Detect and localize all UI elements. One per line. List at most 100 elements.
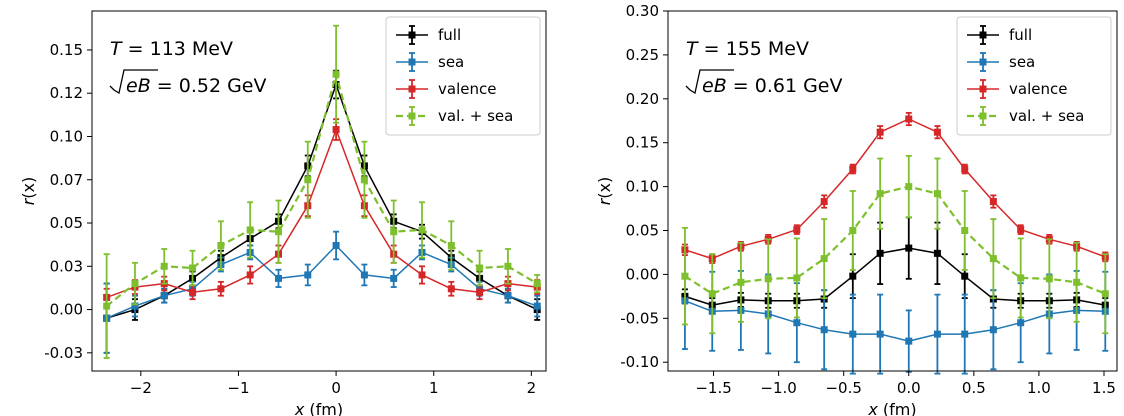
chart1-field-annotation: eB = 0.52 GeV — [126, 75, 267, 97]
chart2-legend-swatch-marker — [979, 112, 987, 120]
chart1-field-value: = 0.52 GeV — [151, 75, 267, 97]
chart1-data-point — [246, 271, 254, 279]
chart2-x-tick-label: −1.5 — [695, 379, 731, 397]
chart2-data-point — [820, 255, 828, 263]
chart1-data-point — [274, 274, 282, 282]
chart1-series-4 — [103, 24, 541, 359]
chart2-data-point — [933, 330, 941, 338]
chart1-data-point — [131, 302, 139, 310]
chart1-legend-label: full — [438, 26, 461, 44]
chart1-field-var: eB — [126, 75, 151, 97]
chart1-x-tick-label: 1 — [429, 379, 439, 397]
chart1-x-tick-label: 2 — [527, 379, 537, 397]
chart2-legend-box — [956, 16, 1112, 136]
chart2-data-point — [849, 272, 857, 280]
chart2-legend-label: val. + sea — [1009, 107, 1084, 125]
chart2-x-tick-label: 0.5 — [962, 379, 986, 397]
chart2-data-point — [961, 165, 969, 173]
chart1-legend-label: val. + sea — [438, 107, 513, 125]
chart1-legend-label: sea — [438, 53, 464, 71]
chart1-data-point — [332, 126, 340, 134]
chart1-data-point — [304, 176, 312, 184]
chart2-data-point — [876, 249, 884, 257]
chart2-data-point — [905, 337, 913, 345]
chart1-y-tick-label: 0.15 — [50, 41, 83, 59]
chart2-data-point — [849, 330, 857, 338]
chart1-legend-label: valence — [438, 80, 496, 98]
chart1-legend-box — [385, 16, 541, 136]
chart1-sqrt-symbol — [109, 69, 158, 95]
chart1-data-point — [332, 70, 340, 78]
chart2-data-point — [876, 330, 884, 338]
chart1-data-point — [360, 271, 368, 279]
chart2-series-line — [684, 118, 1106, 260]
chart1-data-point — [217, 285, 225, 293]
chart2-y-tick-label: 0.00 — [626, 265, 659, 283]
chart2-temperature-annotation: T = 155 MeV — [686, 38, 809, 60]
chart2-y-tick-label: 0.30 — [626, 2, 659, 20]
chart1: −2 −1 0 1 2 -0.03 0.00 0.03 0.05 0.07 0.10 0.12 0.15… — [19, 10, 547, 416]
chart1-data-point — [418, 226, 426, 234]
chart1-data-point — [390, 228, 398, 236]
chart1-data-point — [418, 271, 426, 279]
chart2-data-point — [1073, 278, 1081, 286]
chart2-x-tick-label: 1.0 — [1027, 379, 1051, 397]
chart2-data-point — [681, 272, 689, 280]
chart1-legend-swatch-marker — [408, 112, 416, 120]
chart1-data-point — [160, 262, 168, 270]
chart2-x-tick-label: −0.5 — [825, 379, 861, 397]
chart2-series-2 — [681, 251, 1109, 375]
chart2-data-point — [989, 198, 997, 206]
chart1-data-point — [476, 264, 484, 272]
chart1-x-tick-label: −2 — [130, 379, 152, 397]
chart2-data-point — [849, 165, 857, 173]
chart1-y-tick-label: 0.12 — [50, 84, 83, 102]
chart2-data-point — [764, 275, 772, 283]
chart1-series-line — [106, 244, 538, 319]
chart2-field-annotation: eB = 0.61 GeV — [702, 75, 843, 97]
chart1-x-axis-title: x (fm) — [294, 400, 343, 416]
chart2-data-point — [793, 274, 801, 282]
chart1-legend-swatch-marker — [408, 85, 416, 93]
chart2-data-point — [905, 115, 913, 123]
chart2-data-point — [933, 190, 941, 198]
chart1-data-point — [103, 302, 111, 310]
chart1-data-point — [504, 262, 512, 270]
chart2-data-point — [737, 278, 745, 286]
chart2-temperature-var: T — [686, 38, 699, 60]
chart2-y-tick-label: 0.05 — [626, 222, 659, 240]
chart2-sqrt-symbol — [685, 69, 734, 95]
chart1-x-axis-var: x — [294, 400, 305, 416]
chart1-y-axis-var: r — [19, 197, 38, 205]
chart2-x-axis-var: x — [867, 400, 878, 416]
chart1-legend: full sea valence val. + sea — [385, 16, 541, 136]
chart1-x-axis-unit: (fm) — [304, 400, 343, 416]
chart2-y-tick-label: -0.05 — [620, 309, 659, 327]
chart1-series-line — [105, 73, 538, 307]
chart1-y-tick-label: 0.00 — [50, 301, 83, 319]
chart2-data-point — [1017, 226, 1025, 234]
chart2-series-1 — [681, 216, 1109, 314]
chart2-x-tick-label: −1.0 — [760, 379, 796, 397]
chart1-x-tick-label: 0 — [331, 379, 341, 397]
chart1-data-point — [390, 274, 398, 282]
chart2-y-tick-label: 0.10 — [626, 178, 659, 196]
chart2-data-point — [989, 326, 997, 334]
chart2-series-line — [684, 185, 1106, 295]
chart2-legend-label: full — [1009, 26, 1032, 44]
chart1-data-point — [189, 288, 197, 296]
chart2-data-point — [933, 249, 941, 257]
chart2-series-line — [684, 300, 1106, 342]
chart2-data-point — [793, 319, 801, 327]
chart2-data-point — [961, 227, 969, 235]
chart1-x-tick-label: −1 — [227, 379, 249, 397]
chart1-series-line — [106, 128, 538, 299]
chart1-y-tick-label: 0.07 — [50, 171, 83, 189]
chart2-temperature-value: = 155 MeV — [698, 38, 809, 60]
chart1-data-point — [246, 226, 254, 234]
chart1-data-point — [131, 280, 139, 288]
chart1-data-point — [304, 271, 312, 279]
chart1-data-point — [360, 176, 368, 184]
chart2-data-point — [989, 255, 997, 263]
